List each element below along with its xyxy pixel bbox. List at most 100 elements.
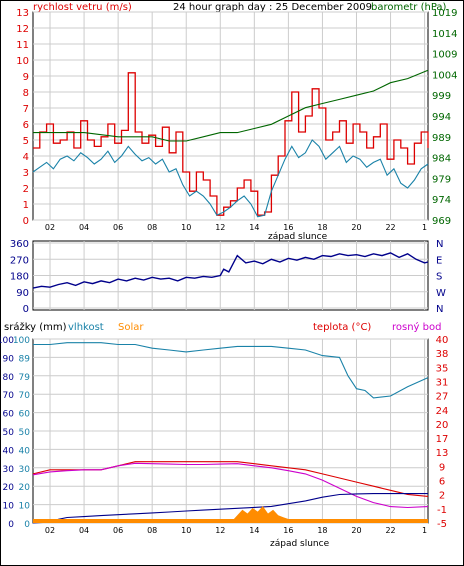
sunset-label-top: západ slunce [268, 232, 328, 242]
wind-direction-panel: 0 N 90 W 180 S 270 E 360 N [10, 239, 446, 315]
wind-x-tick-label: 18 [317, 223, 327, 232]
series-pressure [33, 69, 429, 142]
pressure-tick-label: 1009 [432, 50, 457, 61]
humidity-x-tick-label: 10 [181, 526, 191, 535]
rain-tick-label: 60 [3, 410, 15, 420]
temperature-tick-label: 27 [436, 392, 449, 403]
rain-tick-label: 10 [3, 502, 15, 512]
solar-label: Solar [118, 322, 144, 333]
temperature-tick-label: 20 [436, 420, 449, 431]
temperature-tick-label: 2 [439, 491, 445, 502]
wind-speed-tick-label: 6 [23, 120, 29, 131]
wind-speed-tick-label: 4 [23, 152, 29, 163]
pressure-tick-label: 1014 [432, 29, 457, 40]
wind-speed-tick-label: 11 [16, 40, 29, 51]
wind-speed-tick-label: 12 [16, 24, 29, 35]
humidity-tick-label: 60 [19, 410, 31, 420]
humidity-x-tick-label: 02 [45, 526, 55, 535]
series-gust [33, 72, 429, 216]
direction-tick-label: 360 [10, 239, 29, 250]
temperature-tick-label: 13 [436, 448, 449, 459]
temperature-tick-label: 35 [436, 363, 449, 374]
humidity-tick-label: 20 [19, 483, 31, 493]
rain-tick-label: 50 [3, 428, 15, 438]
direction-tick-label: 180 [10, 272, 29, 283]
wind-speed-tick-label: 3 [23, 168, 29, 179]
wind-x-tick-label: 14 [249, 223, 259, 232]
direction-tick-label: 90 [16, 288, 29, 299]
compass-tick-label: N [436, 304, 443, 315]
series-vlhkost [33, 342, 429, 399]
wind-speed-tick-label: 5 [23, 136, 29, 147]
humidity-x-tick-label: 12 [215, 526, 225, 535]
wind-speed-tick-label: 9 [23, 72, 29, 83]
wind-x-tick-label: 02 [45, 223, 55, 232]
compass-tick-label: S [436, 272, 442, 283]
temperature-tick-label: 24 [436, 406, 449, 417]
wind-plot-area [32, 11, 429, 221]
rain-tick-label: 20 [3, 483, 15, 493]
wind-x-tick-label: 1 [422, 223, 427, 232]
pressure-tick-label: 989 [432, 133, 451, 144]
humidity-tick-label: 50 [19, 428, 31, 438]
rain-tick-label: 70 [3, 391, 15, 401]
direction-tick-label: 0 [23, 304, 29, 315]
wind-x-tick-label: 04 [79, 223, 89, 232]
wind-speed-tick-label: 2 [23, 184, 29, 195]
humidity-x-tick-label: 04 [79, 526, 89, 535]
humidity-x-tick-label: 22 [385, 526, 395, 535]
barometer-label: barometr (hPa) [371, 2, 447, 13]
humidity-tick-label: 40 [19, 446, 31, 456]
pressure-tick-label: 1019 [432, 8, 457, 19]
compass-tick-label: N [436, 239, 443, 250]
series-average [32, 139, 429, 218]
humidity-tick-label: 0 [24, 520, 30, 530]
temperature-label: teplota (°C) [313, 322, 371, 333]
compass-tick-label: W [436, 288, 446, 299]
humidity-x-tick-label: 08 [147, 526, 157, 535]
humidity-label: vlhkost [68, 322, 104, 333]
humidity-x-tick-label: 1 [422, 526, 427, 535]
rain-tick-label: 30 [3, 465, 15, 475]
pressure-tick-label: 1004 [432, 70, 457, 81]
pressure-tick-label: 994 [432, 112, 451, 123]
series-rain [32, 493, 428, 524]
compass-tick-label: E [436, 255, 442, 266]
pressure-tick-label: 974 [432, 195, 451, 206]
chart-title: 24 hour graph day : 25 December 2009 [173, 2, 372, 13]
wind-x-tick-label: 12 [215, 223, 225, 232]
temperature-tick-label: -5 [437, 519, 447, 530]
wind-x-tick-label: 22 [385, 223, 395, 232]
rain-tick-label: 80 [3, 373, 15, 383]
pressure-tick-label: 969 [432, 216, 451, 227]
wind-pressure-panel: 02 04 06 08 10 12 14 16 18 20 22 101234567891011121… [16, 8, 457, 232]
wind-x-tick-label: 08 [147, 223, 157, 232]
temperature-tick-label: 40 [436, 335, 449, 346]
temperature-tick-label: 31 [436, 377, 449, 388]
temperature-tick-label: 6 [439, 477, 445, 488]
rain-tick-label: 100 [0, 336, 14, 346]
wind-speed-tick-label: 1 [23, 200, 29, 211]
series-solar [33, 506, 428, 523]
humidity-tick-label: 30 [19, 465, 31, 475]
humidity-tick-label: 10 [19, 502, 31, 512]
wind-x-tick-label: 16 [283, 223, 293, 232]
rain-tick-label: 90 [3, 354, 15, 364]
rain-tick-label: 0 [8, 520, 14, 530]
humidity-tick-label: 79 [19, 373, 31, 383]
humidity-tick-label: 70 [19, 391, 31, 401]
wind-speed-tick-label: 0 [23, 216, 29, 227]
pressure-tick-label: 999 [432, 91, 451, 102]
pressure-tick-label: 979 [432, 174, 451, 185]
humidity-x-tick-label: 14 [249, 526, 259, 535]
wind-x-tick-label: 10 [181, 223, 191, 232]
rain-tick-label: 40 [3, 446, 15, 456]
humidity-x-tick-label: 20 [351, 526, 361, 535]
wind-x-tick-label: 20 [351, 223, 361, 232]
wind-speed-tick-label: 7 [23, 104, 29, 115]
wind-speed-tick-label: 13 [16, 8, 29, 19]
pressure-tick-label: 984 [432, 154, 451, 165]
dew-point-label: rosný bod [392, 321, 441, 333]
